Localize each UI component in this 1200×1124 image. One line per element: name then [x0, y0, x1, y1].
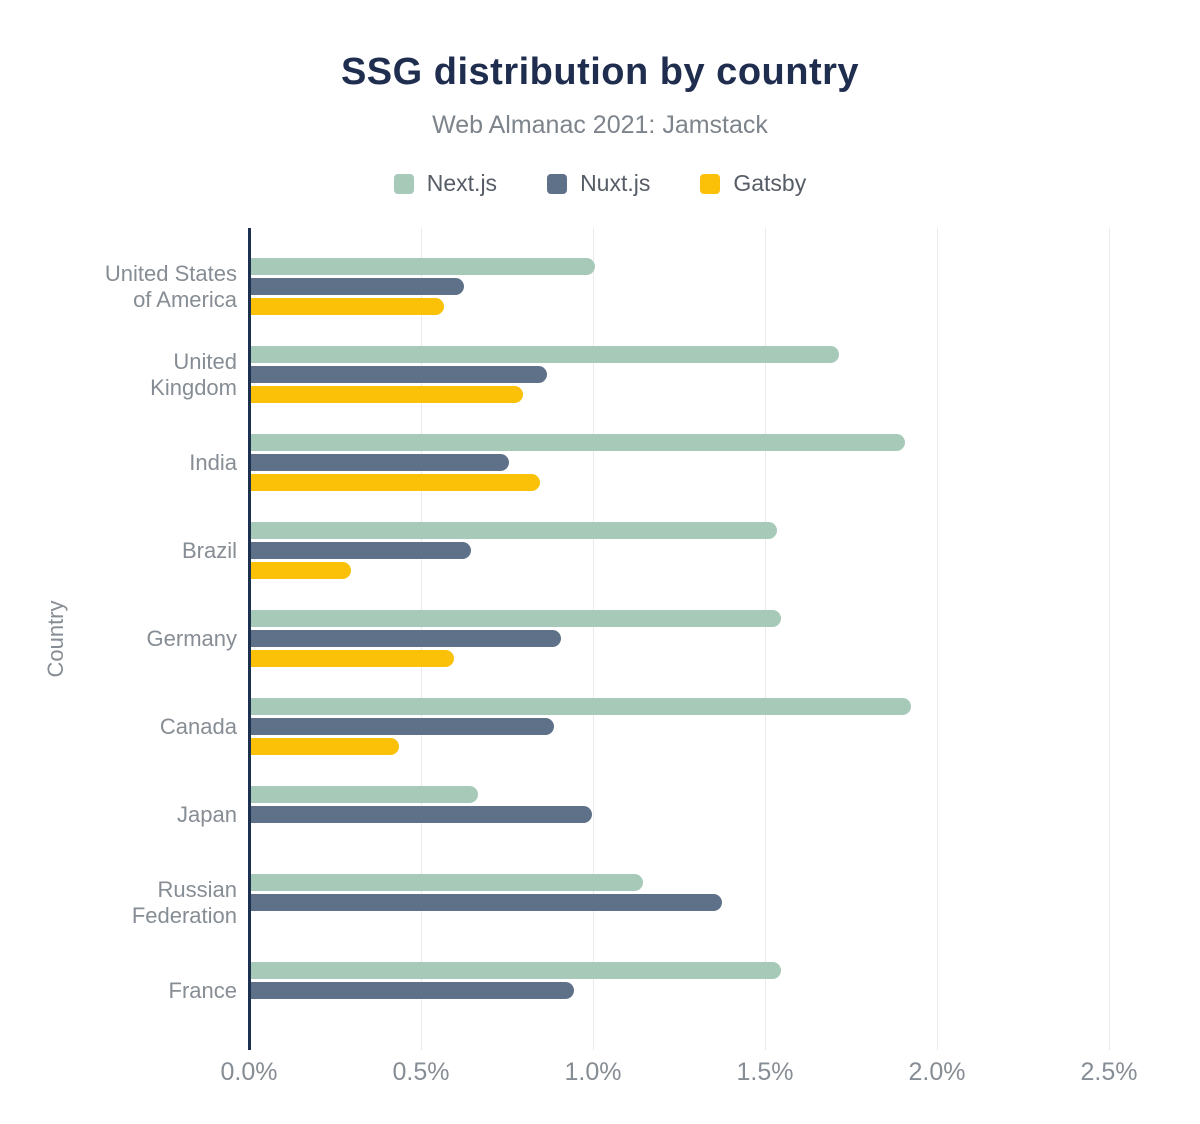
- bar-gatsby-canada: [251, 738, 399, 755]
- bar-nuxt-js-canada: [251, 718, 554, 735]
- category-label-france: France: [168, 977, 237, 1003]
- y-axis-line: [248, 228, 251, 1050]
- legend-label: Gatsby: [733, 170, 807, 196]
- gridline-1.5pct: [765, 228, 766, 1050]
- legend: Next.js Nuxt.js Gatsby: [0, 170, 1200, 197]
- bar-next-js-united-states-of-america: [251, 258, 595, 275]
- bar-gatsby-brazil: [251, 562, 351, 579]
- category-label-russian-federation: Russian Federation: [131, 876, 237, 928]
- bar-gatsby-united-states-of-america: [251, 298, 444, 315]
- category-label-united-kingdom: United Kingdom: [150, 348, 237, 400]
- bar-nuxt-js-germany: [251, 630, 561, 647]
- x-tick-label: 1.0%: [564, 1058, 622, 1086]
- legend-swatch-gatsby: [700, 173, 721, 194]
- bar-gatsby-india: [251, 474, 540, 491]
- category-label-india: India: [189, 449, 237, 475]
- legend-label: Nuxt.js: [580, 170, 651, 196]
- bar-gatsby-germany: [251, 650, 454, 667]
- legend-swatch-nuxt-js: [547, 173, 568, 194]
- chart-title: SSG distribution by country: [340, 51, 860, 93]
- bar-nuxt-js-united-kingdom: [251, 366, 547, 383]
- legend-label: Next.js: [426, 170, 498, 196]
- gridline-2.0pct: [937, 228, 938, 1050]
- x-tick-label: 1.5%: [736, 1058, 794, 1086]
- bar-next-js-germany: [251, 610, 781, 627]
- x-tick-label: 2.0%: [908, 1058, 966, 1086]
- category-label-germany: Germany: [146, 625, 237, 651]
- bar-next-js-france: [251, 962, 781, 979]
- bar-next-js-japan: [251, 786, 478, 803]
- bar-nuxt-js-russian-federation: [251, 894, 722, 911]
- category-label-brazil: Brazil: [181, 537, 237, 563]
- bar-next-js-russian-federation: [251, 874, 643, 891]
- category-label-canada: Canada: [159, 713, 237, 739]
- chart-subtitle: Web Almanac 2021: Jamstack: [432, 111, 768, 139]
- bar-nuxt-js-brazil: [251, 542, 471, 559]
- bar-next-js-brazil: [251, 522, 777, 539]
- bar-nuxt-js-india: [251, 454, 509, 471]
- legend-swatch-next-js: [393, 173, 414, 194]
- gridline-2.5pct: [1109, 228, 1110, 1050]
- bar-gatsby-united-kingdom: [251, 386, 523, 403]
- category-label-japan: Japan: [177, 801, 237, 827]
- bar-next-js-united-kingdom: [251, 346, 839, 363]
- bar-nuxt-js-united-states-of-america: [251, 278, 464, 295]
- legend-item-nuxt-js: Nuxt.js: [547, 170, 650, 197]
- gridline-1.0pct: [593, 228, 594, 1050]
- x-tick-label: 0.0%: [220, 1058, 278, 1086]
- bar-nuxt-js-japan: [251, 806, 592, 823]
- x-tick-label: 0.5%: [392, 1058, 450, 1086]
- bar-nuxt-js-france: [251, 982, 574, 999]
- category-label-united-states-of-america: United States of America: [104, 260, 237, 312]
- legend-item-gatsby: Gatsby: [700, 170, 806, 197]
- bar-next-js-canada: [251, 698, 911, 715]
- x-tick-label: 2.5%: [1080, 1058, 1138, 1086]
- legend-item-next-js: Next.js: [393, 170, 498, 197]
- bar-next-js-india: [251, 434, 905, 451]
